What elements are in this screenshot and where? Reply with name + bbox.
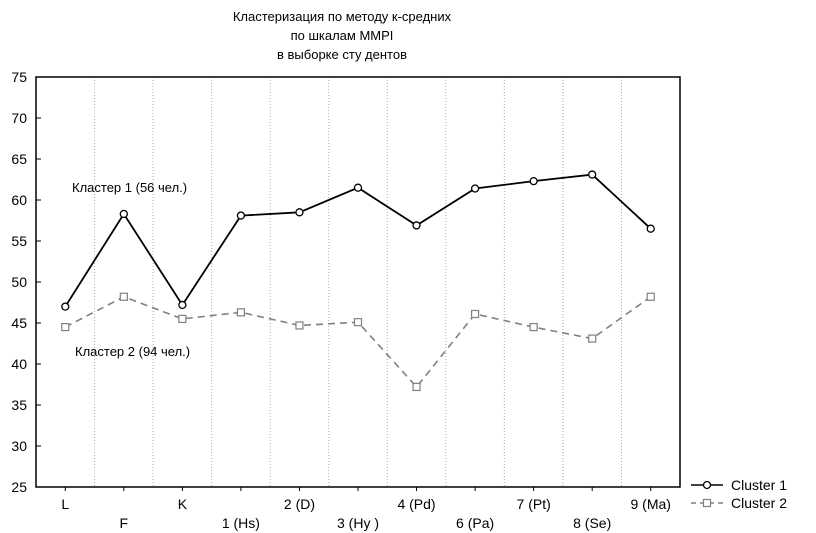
point-cluster-2-7 (470, 309, 480, 319)
x-tick-label-3: 1 (Hs) (222, 515, 260, 531)
point-cluster-1-1 (119, 209, 128, 219)
chart-title: Кластеризация по методу к-средних по шка… (233, 9, 452, 62)
x-tick-label-4: 2 (D) (284, 496, 315, 512)
point-cluster-2-3 (236, 308, 246, 317)
x-tick-label-8: 7 (Pt) (517, 496, 551, 512)
x-tick-label-6: 4 (Pd) (397, 496, 435, 512)
y-tick-label-8: 65 (11, 151, 27, 167)
annotation-cluster-2: Кластер 2 (94 чел.) (75, 344, 190, 359)
y-tick-label-9: 70 (11, 110, 27, 126)
title-line-3: в выборке сту дентов (277, 47, 407, 62)
point-cluster-2-0 (61, 323, 70, 332)
y-tick-label-4: 45 (11, 315, 27, 331)
point-cluster-2-6 (412, 382, 421, 392)
point-cluster-1-5 (353, 183, 363, 192)
point-cluster-2-1 (119, 292, 128, 301)
annotation-cluster-1: Кластер 1 (56 чел.) (72, 180, 187, 195)
point-cluster-1-9 (588, 170, 597, 179)
y-tick-label-3: 40 (11, 356, 27, 372)
point-cluster-1-10 (646, 224, 655, 233)
series-group (61, 170, 655, 392)
x-tick-label-9: 8 (Se) (573, 515, 611, 531)
x-tick-label-2: K (178, 496, 188, 512)
y-tick-label-5: 50 (11, 274, 27, 290)
point-cluster-2-9 (588, 334, 597, 343)
y-tick-label-2: 35 (11, 397, 27, 413)
plot-frame (35, 76, 681, 488)
x-tick-label-1: F (120, 515, 129, 531)
point-cluster-2-5 (353, 318, 363, 327)
title-line-1: Кластеризация по методу к-средних (233, 9, 452, 24)
point-cluster-1-3 (236, 211, 246, 220)
legend-label-1: Cluster 1 (731, 477, 787, 493)
point-cluster-1-2 (178, 300, 187, 310)
legend-marker-1 (702, 480, 712, 490)
y-tick-label-6: 55 (11, 233, 27, 249)
point-cluster-1-6 (412, 221, 421, 230)
x-tick-label-0: L (61, 496, 69, 512)
point-cluster-2-10 (646, 292, 655, 301)
title-line-2: по шкалам MMPI (291, 28, 394, 43)
point-cluster-1-8 (529, 176, 538, 186)
legend-marker-2 (702, 498, 712, 508)
grid (94, 77, 622, 487)
y-tick-label-1: 30 (11, 438, 27, 454)
y-tick-label-0: 25 (11, 479, 27, 495)
point-cluster-2-2 (178, 314, 187, 323)
axis-ticks: 25 30 35 40 45 50 55 60 65 70 75 L F K 1 (Hs) 2 (D) 3 (H… (11, 69, 671, 531)
legend-label-2: Cluster 2 (731, 495, 787, 511)
x-tick-label-5: 3 (Hy ) (337, 515, 379, 531)
point-cluster-1-4 (295, 208, 304, 217)
x-tick-label-10: 9 (Ma) (631, 496, 671, 512)
point-cluster-1-7 (470, 184, 480, 193)
x-tick-label-7: 6 (Pa) (456, 515, 494, 531)
point-cluster-1-0 (61, 302, 70, 311)
legend: Cluster 1 Cluster 2 (691, 477, 787, 511)
y-tick-label-10: 75 (11, 69, 27, 85)
point-cluster-2-8 (529, 323, 538, 332)
point-cluster-2-4 (295, 321, 304, 330)
y-tick-label-7: 60 (11, 192, 27, 208)
